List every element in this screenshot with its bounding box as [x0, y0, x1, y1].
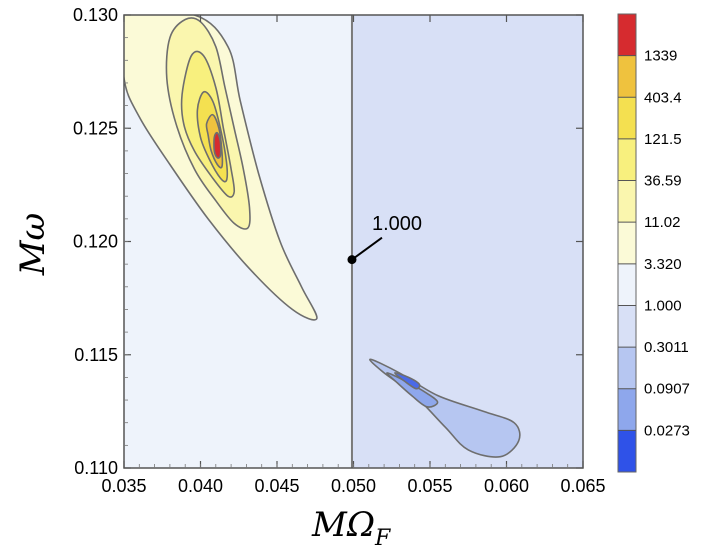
colorbar-segment — [618, 14, 636, 57]
annotation-leader-line — [351, 236, 383, 261]
y-tick-label: 0.130 — [73, 5, 118, 25]
x-axis-label-main: MΩ — [311, 505, 375, 545]
x-tick-label: 0.060 — [484, 476, 529, 496]
x-axis-ticks: 0.035 0.040 0.045 0.050 0.055 0.060 0.065 — [101, 15, 606, 496]
colorbar: 1339 403.4 121.5 36.59 11.02 3.320 1.000 0.3011… — [617, 13, 690, 473]
colorbar-frame — [617, 13, 637, 473]
colorbar-label: 1.000 — [644, 297, 682, 314]
colorbar-segment — [618, 97, 636, 140]
x-tick-label: 0.050 — [331, 476, 376, 496]
y-tick-label: 0.125 — [73, 118, 118, 138]
colorbar-segment — [618, 347, 636, 390]
y-axis-ticks: 0.110 0.115 0.120 0.125 0.130 — [73, 5, 583, 478]
colorbar-segment — [618, 55, 636, 98]
colorbar-segment — [618, 305, 636, 348]
x-tick-label: 0.065 — [560, 476, 605, 496]
colorbar-segment — [618, 388, 636, 431]
colorbar-label: 0.0273 — [644, 422, 690, 439]
contour-layer — [124, 15, 521, 458]
x-axis-label: MΩF — [311, 505, 391, 550]
colorbar-label: 3.320 — [644, 256, 682, 273]
colorbar-label: 403.4 — [644, 89, 682, 106]
contour-1339 — [213, 131, 222, 159]
y-tick-label: 0.110 — [74, 458, 118, 478]
colorbar-label: 121.5 — [644, 131, 682, 148]
annotation-label: 1.000 — [372, 213, 422, 235]
colorbar-segment — [618, 222, 636, 265]
x-tick-label: 0.035 — [101, 476, 146, 496]
x-tick-label: 0.040 — [178, 476, 223, 496]
colorbar-label: 1339 — [644, 48, 677, 65]
x-tick-label: 0.045 — [254, 476, 299, 496]
annotation-point — [347, 255, 357, 265]
x-axis-label-subscript: F — [374, 526, 391, 550]
colorbar-label: 0.0907 — [644, 381, 690, 398]
colorbar-segment — [618, 138, 636, 182]
contour-0-0273 — [393, 371, 421, 390]
y-tick-label: 0.120 — [73, 232, 118, 252]
colorbar-segment — [618, 180, 636, 223]
region-right — [351, 15, 583, 468]
y-tick-label: 0.115 — [74, 345, 118, 365]
y-axis-label: Mω — [13, 213, 53, 277]
colorbar-segment — [618, 263, 636, 306]
colorbar-label: 0.3011 — [644, 339, 689, 356]
colorbar-segment — [618, 430, 636, 473]
x-tick-label: 0.055 — [407, 476, 452, 496]
colorbar-label: 11.02 — [644, 214, 680, 231]
colorbar-label: 36.59 — [644, 173, 682, 190]
